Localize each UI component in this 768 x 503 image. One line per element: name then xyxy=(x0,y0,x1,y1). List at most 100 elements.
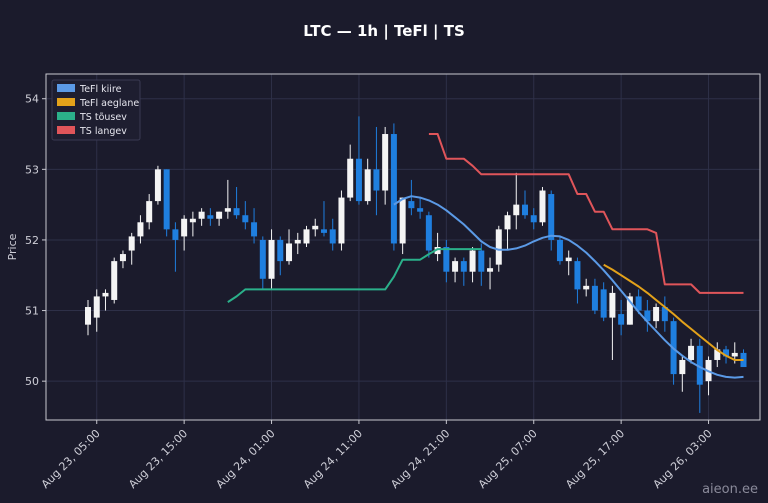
candle-body xyxy=(731,352,738,357)
candle-body xyxy=(504,215,511,230)
candle-body xyxy=(338,197,345,244)
x-tick-label: Aug 25, 07:00 xyxy=(476,427,540,491)
candle-body xyxy=(513,204,520,216)
candle-body xyxy=(286,243,293,262)
candle-body xyxy=(355,158,362,202)
candle-body xyxy=(565,257,572,262)
candle-body xyxy=(146,201,153,223)
candle-body xyxy=(408,201,415,209)
candle-body xyxy=(723,349,730,357)
candle-body xyxy=(434,247,441,255)
watermark: aieon.ee xyxy=(702,482,758,497)
candle-body xyxy=(556,239,563,262)
candle-body xyxy=(714,349,721,360)
candle-body xyxy=(111,261,118,300)
candle-body xyxy=(635,296,642,311)
indicator-lines xyxy=(227,133,744,379)
candle-body xyxy=(172,229,179,240)
legend-swatch xyxy=(57,98,75,106)
candle-body xyxy=(268,239,275,279)
candle-body xyxy=(242,215,249,223)
candles xyxy=(85,116,747,413)
y-tick-label: 51 xyxy=(25,305,39,318)
candle-body xyxy=(661,307,668,322)
candle-body xyxy=(574,261,581,290)
legend-swatch xyxy=(57,126,75,134)
candle-body xyxy=(530,215,537,223)
legend-entry: TS tõusev xyxy=(79,112,127,123)
candle-body xyxy=(390,134,397,244)
series-line xyxy=(227,248,482,303)
y-tick-label: 53 xyxy=(25,163,39,176)
x-tick-label: Aug 23, 15:00 xyxy=(126,427,190,491)
series-line xyxy=(428,133,744,294)
candle-body xyxy=(600,289,607,318)
chart-title: LTC — 1h | TeFl | TS xyxy=(303,22,465,40)
candle-body xyxy=(522,204,528,216)
candle-body xyxy=(548,194,555,240)
candle-body xyxy=(128,236,135,251)
candle-body xyxy=(259,239,266,279)
candle-body xyxy=(425,215,432,251)
candle-body xyxy=(487,268,494,272)
candle-body xyxy=(478,250,485,272)
candle-body xyxy=(329,229,336,244)
candle-body xyxy=(688,345,695,360)
candle-body xyxy=(364,169,371,202)
legend-swatch xyxy=(57,84,75,92)
candle-body xyxy=(93,296,100,318)
y-tick-label: 52 xyxy=(25,234,39,247)
candle-body xyxy=(583,285,590,290)
legend-box xyxy=(51,79,141,141)
x-tick-label: Aug 23, 05:00 xyxy=(39,427,103,491)
candle-body xyxy=(277,239,284,262)
candle-body xyxy=(198,211,205,219)
candle-body xyxy=(102,292,109,297)
candle-body xyxy=(460,261,467,272)
candle-body xyxy=(653,307,660,322)
candle-body xyxy=(443,247,450,272)
legend-entry: TeFl aeglane xyxy=(79,98,139,109)
legend: TeFl kiire TeFl aeglane TS tõusev TS langev xyxy=(51,79,141,141)
x-tick-label: Aug 25, 17:00 xyxy=(563,427,627,491)
legend-swatch xyxy=(57,112,75,120)
candle-body xyxy=(417,208,424,212)
plot-frame xyxy=(45,73,761,421)
candle-body xyxy=(137,222,144,237)
candle-body xyxy=(347,158,354,198)
candle-body xyxy=(233,208,240,216)
y-tick-label: 50 xyxy=(25,375,39,388)
candle-body xyxy=(207,215,214,219)
x-tick-label: Aug 24, 21:00 xyxy=(388,427,452,491)
candle-body xyxy=(469,250,476,272)
candle-body xyxy=(163,169,170,230)
y-tick-label: 54 xyxy=(25,93,39,106)
y-axis-label: Price xyxy=(6,233,19,260)
candle-body xyxy=(303,229,310,244)
candle-body xyxy=(216,211,223,219)
x-tick-label: Aug 24, 11:00 xyxy=(301,427,365,491)
candle-body xyxy=(181,218,188,237)
candle-body xyxy=(618,314,625,325)
candle-body xyxy=(251,222,258,237)
candle-body xyxy=(452,261,459,272)
candle-body xyxy=(294,239,301,244)
x-tick-label: Aug 24, 01:00 xyxy=(214,427,278,491)
candle-body xyxy=(399,197,406,244)
candle-body xyxy=(382,134,389,191)
candle-body xyxy=(85,307,91,325)
legend-entry: TeFl kiire xyxy=(79,84,122,95)
candle-body xyxy=(679,359,686,375)
candle-body xyxy=(591,285,598,311)
candle-body xyxy=(495,229,502,265)
candle-body xyxy=(312,225,319,230)
candle-body xyxy=(644,310,651,322)
series-line xyxy=(393,195,744,379)
candle-body xyxy=(626,296,633,325)
candle-body xyxy=(539,190,546,223)
candle-body xyxy=(154,169,161,202)
legend-entry: TS langev xyxy=(79,126,127,137)
candle-body xyxy=(696,345,703,385)
series-line xyxy=(603,263,744,361)
